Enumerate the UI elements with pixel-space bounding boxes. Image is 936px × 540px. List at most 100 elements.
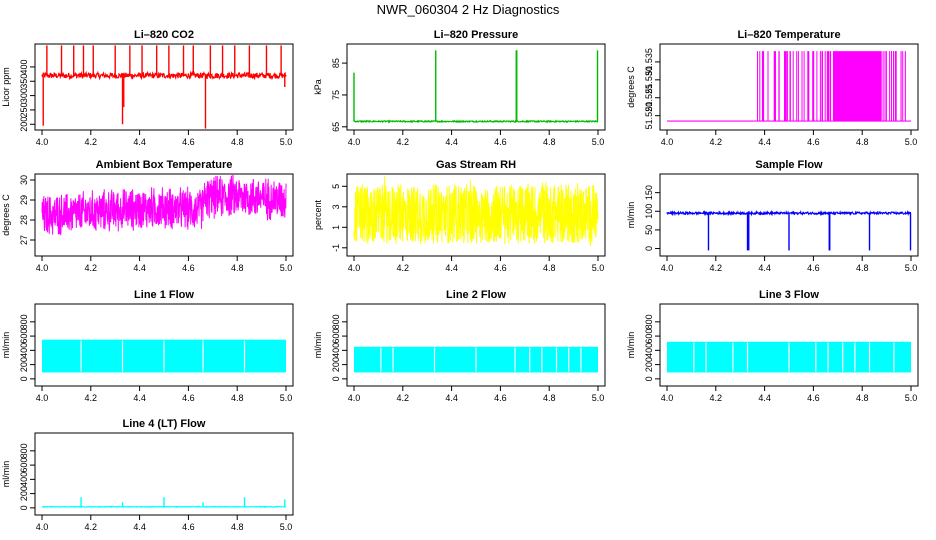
x-tick-label: 4.2 <box>710 393 723 403</box>
x-tick-label: 5.0 <box>905 263 918 273</box>
plot-frame <box>34 173 294 257</box>
y-tick-label: 0 <box>19 376 29 381</box>
y-tick-label: 800 <box>644 314 654 329</box>
y-tick-label: -1 <box>331 244 341 252</box>
plot-title: Line 4 (LT) Flow <box>123 418 206 430</box>
y-tick-label: 250 <box>19 102 29 117</box>
series-line <box>353 119 598 124</box>
y-tick-label: 5 <box>331 184 341 189</box>
x-tick-label: 4.4 <box>133 263 146 273</box>
panel-sample: Sample Flow ml/min 4.0 4.2 4.4 4.6 4.8 5.0 0 50 10… <box>626 159 919 273</box>
panel-temp: Li–820 Temperature degrees C 4.0 4.2 4.4 4.6 4… <box>626 29 919 147</box>
x-tick-label: 4.8 <box>231 137 244 147</box>
y-tick-label: 400 <box>19 472 29 487</box>
x-tick-label: 4.4 <box>445 137 458 147</box>
x-tick-label: 4.0 <box>348 137 361 147</box>
x-tick-label: 4.6 <box>182 522 195 532</box>
x-tick-label: 5.0 <box>592 263 605 273</box>
x-tick-label: 4.6 <box>807 263 820 273</box>
plot-title: Li–820 Temperature <box>737 29 840 41</box>
y-axis-label: ml/min <box>626 202 636 229</box>
y-tick-label: 27 <box>19 235 29 245</box>
y-tick-label: 800 <box>331 314 341 329</box>
plot-frame <box>34 43 294 131</box>
y-tick-label: 400 <box>331 343 341 358</box>
x-tick-label: 4.2 <box>397 137 410 147</box>
x-tick-label: 5.0 <box>280 263 293 273</box>
x-tick-label: 5.0 <box>280 393 293 403</box>
panel-co2: Li–820 CO2 Licor ppm 4.0 4.2 4.4 4.6 4.8 5.0 200… <box>1 29 294 147</box>
x-tick-label: 4.8 <box>543 393 556 403</box>
plot-frame <box>346 43 606 131</box>
y-tick-label: 51.525 <box>644 84 654 112</box>
y-tick-label: 51.520 <box>644 102 654 130</box>
series-line <box>41 174 287 236</box>
x-tick-label: 4.8 <box>231 522 244 532</box>
x-tick-label: 4.6 <box>182 137 195 147</box>
x-tick-label: 4.0 <box>36 137 49 147</box>
y-tick-label: 1 <box>331 225 341 230</box>
plot-title: Sample Flow <box>755 159 823 171</box>
x-tick-label: 4.2 <box>85 137 98 147</box>
y-tick-label: 50 <box>644 225 654 235</box>
x-tick-label: 4.0 <box>36 522 49 532</box>
series-line <box>41 70 287 81</box>
y-tick-label: 28 <box>19 215 29 225</box>
plot-title: Gas Stream RH <box>436 159 516 171</box>
x-tick-label: 4.4 <box>758 263 771 273</box>
y-tick-label: 600 <box>644 329 654 344</box>
y-tick-label: 200 <box>19 486 29 501</box>
x-tick-label: 4.8 <box>856 137 869 147</box>
panel-pressure: Li–820 Pressure kPa 4.0 4.2 4.4 4.6 4.8 5.0 65 75… <box>313 29 606 147</box>
plot-title: Li–820 Pressure <box>434 29 518 41</box>
y-tick-label: 400 <box>644 343 654 358</box>
panel-line2: Line 2 Flow ml/min 4.0 4.2 4.4 4.6 4.8 5.0 0 2004… <box>313 289 606 403</box>
y-axis-label: ml/min <box>1 461 11 488</box>
x-tick-label: 4.6 <box>494 263 507 273</box>
y-tick-label: 0 <box>331 376 341 381</box>
y-tick-label: 75 <box>331 90 341 100</box>
x-tick-label: 5.0 <box>592 137 605 147</box>
x-tick-label: 4.4 <box>133 522 146 532</box>
y-axis-label: ml/min <box>626 332 636 359</box>
y-tick-label: 85 <box>331 58 341 68</box>
x-tick-label: 4.4 <box>133 137 146 147</box>
x-tick-label: 4.6 <box>494 137 507 147</box>
x-tick-label: 4.6 <box>807 393 820 403</box>
x-tick-label: 5.0 <box>280 522 293 532</box>
x-tick-label: 4.6 <box>182 263 195 273</box>
x-tick-label: 4.2 <box>710 263 723 273</box>
x-tick-label: 4.8 <box>543 263 556 273</box>
switch-marks <box>757 51 906 122</box>
y-tick-label: 100 <box>644 204 654 219</box>
x-tick-label: 5.0 <box>280 137 293 147</box>
x-tick-label: 4.4 <box>445 263 458 273</box>
y-tick-label: 30 <box>19 175 29 185</box>
y-axis-label: degrees C <box>626 66 636 108</box>
x-tick-label: 4.0 <box>36 263 49 273</box>
y-tick-label: 0 <box>19 505 29 510</box>
y-tick-label: 65 <box>331 122 341 132</box>
x-tick-label: 5.0 <box>592 393 605 403</box>
series-line <box>353 176 599 247</box>
y-tick-label: 600 <box>331 329 341 344</box>
y-tick-label: 300 <box>19 88 29 103</box>
x-tick-label: 4.2 <box>397 263 410 273</box>
x-tick-label: 5.0 <box>905 393 918 403</box>
plot-frame <box>34 432 294 516</box>
x-tick-label: 5.0 <box>905 137 918 147</box>
x-tick-label: 4.6 <box>494 393 507 403</box>
x-tick-label: 4.6 <box>182 393 195 403</box>
x-tick-label: 4.4 <box>758 137 771 147</box>
y-tick-label: 200 <box>19 357 29 372</box>
x-tick-label: 4.8 <box>231 263 244 273</box>
plot-title: Line 2 Flow <box>446 289 506 301</box>
y-axis-label: kPa <box>313 79 323 95</box>
x-tick-label: 4.4 <box>133 393 146 403</box>
y-tick-label: 200 <box>331 357 341 372</box>
y-tick-label: 800 <box>19 314 29 329</box>
y-tick-label: 0 <box>644 376 654 381</box>
y-axis-label: degrees C <box>1 194 11 236</box>
plot-frame <box>346 303 606 387</box>
x-tick-label: 4.0 <box>36 393 49 403</box>
